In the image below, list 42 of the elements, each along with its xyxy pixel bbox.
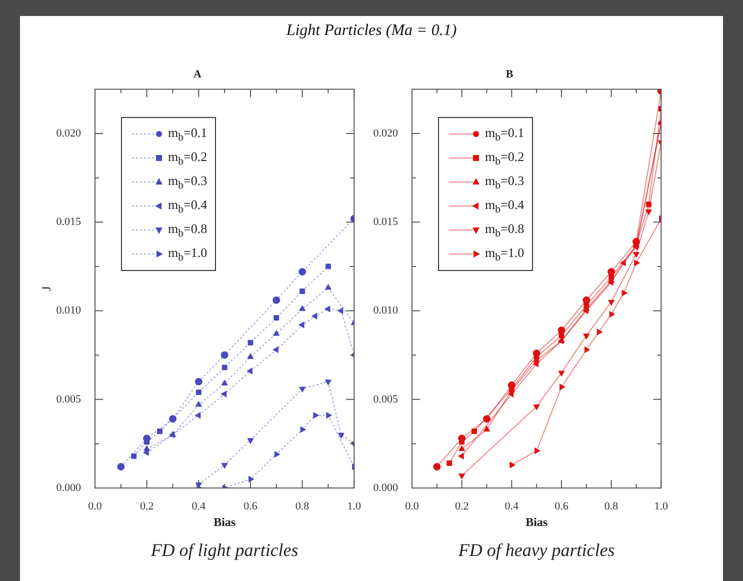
legend-label: m$_{b}$=0.4 <box>168 196 208 216</box>
legend-label: m$_{b}$=0.4 <box>485 196 524 216</box>
y-tick-label: 0.005 <box>56 393 82 406</box>
y-tick-label: 0.005 <box>373 393 398 406</box>
x-tick-label: 0.4 <box>504 500 520 512</box>
legend-label: m$_{b}$=0.2 <box>485 148 524 168</box>
chart-subtitle: B <box>506 68 514 80</box>
x-tick-label: 0.6 <box>244 500 258 512</box>
legend-label: m$_{b}$=0.2 <box>168 148 208 168</box>
x-tick-label: 0.0 <box>405 500 420 512</box>
legend-label: m$_{b}$=0.1 <box>168 124 208 144</box>
x-tick-label: 0.0 <box>88 500 102 512</box>
y-tick-label: 0.015 <box>56 216 82 228</box>
y-tick-label: 0.010 <box>373 304 398 317</box>
y-tick-label: 0.000 <box>373 482 398 494</box>
chart-title: Light Particles (Ma = 0.1) <box>285 22 458 40</box>
x-axis-title: Bias <box>526 514 548 529</box>
x-axis-title: Bias <box>214 514 236 529</box>
y-tick-label: 0.020 <box>373 127 398 140</box>
y-tick-label: 0.020 <box>56 127 82 140</box>
x-tick-label: 0.8 <box>604 500 619 512</box>
x-tick-label: 0.8 <box>295 500 310 512</box>
x-tick-label: 0.4 <box>192 500 206 512</box>
x-tick-label: 1.0 <box>347 500 362 512</box>
x-tick-label: 1.0 <box>654 500 668 512</box>
x-tick-label: 0.2 <box>454 500 469 512</box>
legend-label: m$_{b}$=0.3 <box>485 172 524 192</box>
x-tick-label: 0.6 <box>554 500 569 512</box>
legend-label: m$_{b}$=1.0 <box>168 244 208 264</box>
y-axis-title: J <box>39 286 54 291</box>
y-tick-label: 0.015 <box>373 216 398 228</box>
text: FD of light particles <box>150 540 300 561</box>
legend-label: m$_{b}$=0.3 <box>168 172 208 192</box>
y-tick-label: 0.000 <box>56 482 82 494</box>
legend-label: m$_{b}$=0.1 <box>485 124 524 144</box>
legend-label: m$_{b}$=0.8 <box>485 220 524 240</box>
legend-label: m$_{b}$=1.0 <box>485 244 524 264</box>
x-tick-label: 0.2 <box>140 500 154 512</box>
chart-subtitle: A <box>194 68 202 80</box>
text: FD of heavy particles <box>457 540 616 561</box>
y-tick-label: 0.010 <box>56 304 82 317</box>
legend-label: m$_{b}$=0.8 <box>168 220 208 240</box>
